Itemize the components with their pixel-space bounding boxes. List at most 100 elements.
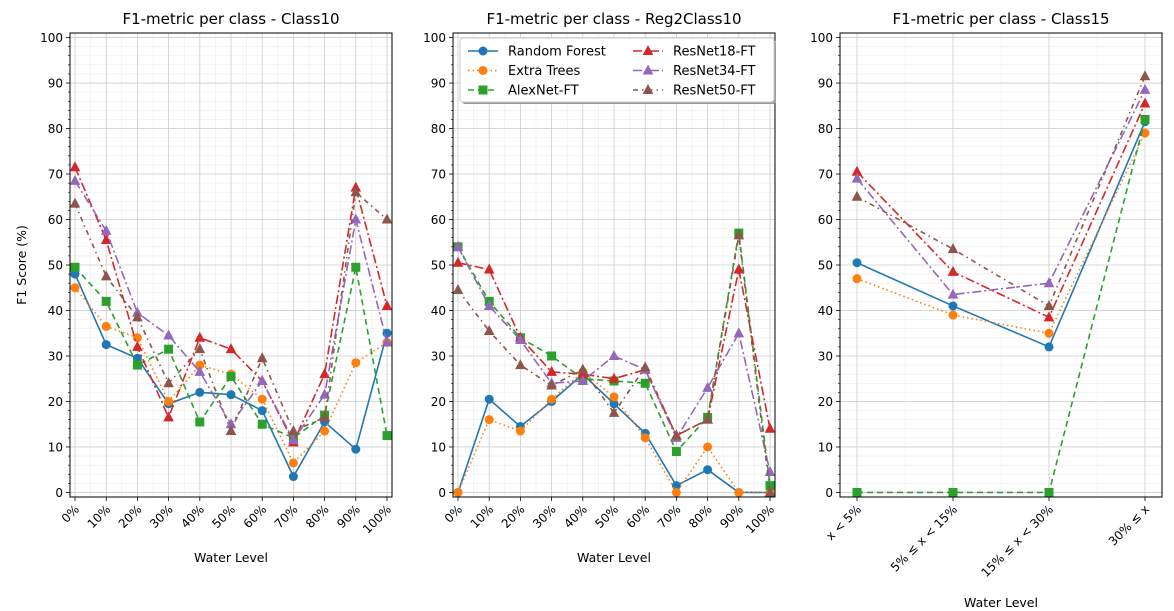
data-point bbox=[671, 429, 682, 440]
series-resnet34-ft bbox=[851, 83, 1151, 299]
data-point bbox=[452, 284, 464, 295]
chart-title: F1-metric per class - Class10 bbox=[122, 10, 339, 28]
y-tick-label: 80 bbox=[431, 122, 446, 136]
data-point bbox=[1043, 311, 1055, 322]
y-tick-label: 50 bbox=[818, 259, 833, 273]
x-tick-label: 90% bbox=[334, 502, 363, 531]
legend-label: ResNet34-FT bbox=[673, 64, 756, 79]
data-point bbox=[164, 344, 174, 354]
x-tick-label: x < 5% bbox=[823, 502, 864, 543]
data-point bbox=[452, 240, 464, 251]
data-point bbox=[515, 426, 525, 436]
data-point bbox=[226, 390, 236, 400]
y-tick-label: 100 bbox=[810, 31, 833, 45]
y-tick-label: 30 bbox=[431, 349, 446, 363]
x-tick-label: 70% bbox=[655, 502, 684, 531]
legend-label: ResNet50-FT bbox=[673, 84, 756, 99]
data-point bbox=[350, 186, 362, 197]
series-alexnet-ft bbox=[852, 114, 1150, 497]
data-point bbox=[256, 352, 268, 363]
legend-label: Random Forest bbox=[508, 45, 606, 60]
data-point bbox=[288, 434, 299, 445]
y-tick-label: 20 bbox=[818, 395, 833, 409]
data-point bbox=[320, 426, 330, 436]
data-point bbox=[1044, 328, 1054, 338]
data-point bbox=[225, 425, 237, 436]
data-point bbox=[1044, 342, 1054, 352]
data-point bbox=[852, 258, 862, 268]
data-point bbox=[195, 387, 205, 397]
data-point bbox=[164, 396, 174, 406]
series-line bbox=[74, 266, 388, 439]
data-point bbox=[764, 465, 776, 476]
x-tick-label: 40% bbox=[178, 502, 207, 531]
chart-panel-3: 0 10 20 30 40 50 60 70 80 90 100 x < 5% 5% ≤ x < 15%… bbox=[810, 10, 1163, 610]
data-point bbox=[1139, 83, 1151, 94]
data-point bbox=[948, 301, 958, 311]
data-point bbox=[546, 379, 557, 390]
data-point bbox=[194, 365, 206, 376]
data-point bbox=[852, 274, 862, 284]
chart-title: F1-metric per class - Reg2Class10 bbox=[486, 10, 741, 28]
y-tick-label: 0 bbox=[55, 486, 63, 500]
x-axis-label: Water Level bbox=[194, 550, 268, 565]
data-point bbox=[608, 372, 620, 383]
data-point bbox=[734, 487, 744, 497]
x-tick-label: 80% bbox=[303, 502, 332, 531]
data-point bbox=[1139, 70, 1151, 81]
data-point bbox=[381, 213, 393, 224]
data-point bbox=[702, 381, 713, 392]
x-tick-label: 50% bbox=[209, 502, 238, 531]
data-point bbox=[69, 161, 81, 172]
x-tick-label: 90% bbox=[717, 502, 746, 531]
y-tick-label: 40 bbox=[48, 304, 63, 318]
data-point bbox=[256, 375, 268, 385]
data-point bbox=[226, 371, 236, 381]
plot-frame bbox=[839, 32, 1163, 498]
legend-marker bbox=[478, 85, 488, 95]
y-tick-label: 10 bbox=[48, 440, 63, 454]
y-tick-label: 100 bbox=[40, 31, 63, 45]
y-tick-label: 20 bbox=[431, 395, 446, 409]
data-point bbox=[195, 360, 205, 370]
data-point bbox=[101, 340, 111, 350]
data-point bbox=[515, 359, 526, 370]
data-point bbox=[382, 431, 392, 441]
x-tick-label: 0% bbox=[442, 502, 465, 525]
x-tick-label: 60% bbox=[624, 502, 653, 531]
series-resnet50-ft bbox=[69, 186, 393, 436]
data-point bbox=[639, 361, 651, 372]
x-tick-label: 50% bbox=[592, 502, 621, 531]
data-point bbox=[257, 419, 267, 429]
y-tick-label: 70 bbox=[431, 168, 446, 182]
y-tick-label: 90 bbox=[431, 77, 446, 91]
data-point bbox=[609, 392, 619, 402]
data-point bbox=[577, 363, 589, 374]
chart-panel-2: 0 10 20 30 40 50 60 70 80 90 100 0% 10% 20% 30% 40% 50% 6… bbox=[423, 10, 777, 565]
y-tick-label: 0 bbox=[825, 486, 833, 500]
legend-marker bbox=[478, 46, 488, 56]
data-point bbox=[288, 425, 299, 436]
x-tick-label: 30% bbox=[147, 502, 176, 531]
data-point bbox=[100, 224, 112, 235]
y-tick-label: 60 bbox=[431, 213, 446, 227]
data-point bbox=[851, 165, 863, 176]
x-axis-label: Water Level bbox=[964, 595, 1038, 610]
data-point bbox=[452, 256, 464, 267]
series-line bbox=[856, 89, 1146, 296]
data-point bbox=[70, 262, 80, 272]
data-point bbox=[608, 349, 620, 360]
data-point bbox=[948, 487, 958, 497]
x-tick-label: 10% bbox=[468, 502, 497, 531]
series-line bbox=[857, 119, 1146, 494]
y-tick-label: 60 bbox=[48, 213, 63, 227]
plot-frame bbox=[452, 32, 776, 498]
x-tick-label: 5% ≤ x < 15% bbox=[888, 502, 960, 574]
data-point bbox=[947, 288, 959, 299]
data-point bbox=[194, 343, 206, 354]
data-point bbox=[484, 394, 494, 404]
data-point bbox=[69, 197, 81, 208]
data-point bbox=[163, 329, 174, 340]
data-point bbox=[547, 394, 557, 404]
